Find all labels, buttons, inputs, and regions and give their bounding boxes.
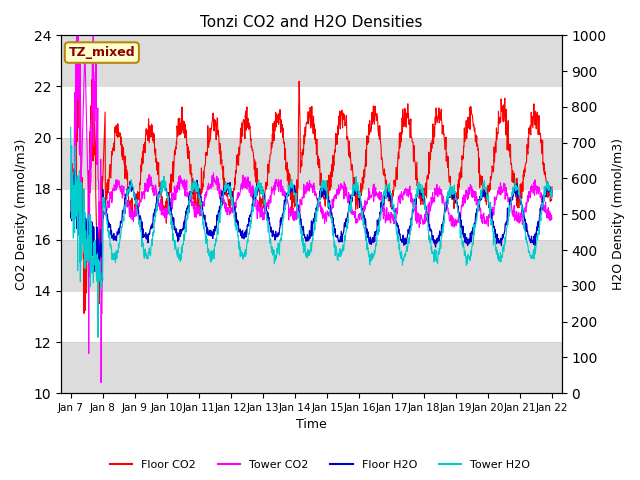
Bar: [61, 36, 561, 86]
Legend: Floor CO2, Tower CO2, Floor H2O, Tower H2O: Floor CO2, Tower CO2, Floor H2O, Tower H…: [105, 456, 535, 474]
Y-axis label: CO2 Density (mmol/m3): CO2 Density (mmol/m3): [15, 139, 28, 290]
Y-axis label: H2O Density (mmol/m3): H2O Density (mmol/m3): [612, 138, 625, 290]
Title: Tonzi CO2 and H2O Densities: Tonzi CO2 and H2O Densities: [200, 15, 422, 30]
Bar: [61, 342, 561, 393]
Bar: [61, 138, 561, 189]
X-axis label: Time: Time: [296, 419, 326, 432]
Bar: [61, 240, 561, 291]
Text: TZ_mixed: TZ_mixed: [68, 46, 135, 59]
